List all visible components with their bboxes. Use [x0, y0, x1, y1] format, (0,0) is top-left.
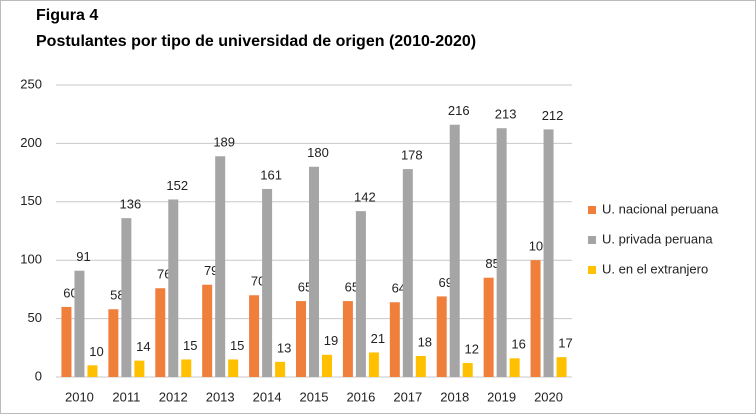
data-label: 152 [166, 178, 188, 193]
bar [368, 352, 379, 377]
data-label: 60 [63, 285, 77, 300]
data-label: 161 [260, 167, 282, 182]
data-label: 69 [438, 275, 452, 290]
legend-label: U. en el extranjero [602, 261, 708, 276]
bar [309, 166, 319, 377]
bar [121, 218, 132, 377]
bar [228, 359, 239, 377]
bar [355, 211, 366, 377]
bar [134, 360, 145, 377]
data-label: 17 [558, 336, 572, 351]
x-tick-label: 2019 [487, 389, 516, 404]
bar [342, 301, 353, 377]
y-tick-label: 50 [28, 310, 42, 325]
x-tick-label: 2010 [65, 389, 94, 404]
y-tick-label: 100 [20, 252, 42, 267]
bar [436, 296, 447, 377]
bar [462, 362, 473, 377]
data-label: 15 [183, 338, 197, 353]
bar [449, 124, 460, 377]
data-label: 189 [213, 135, 235, 150]
data-label: 19 [324, 333, 338, 348]
y-tick-label: 150 [20, 193, 42, 208]
legend-swatch [588, 236, 596, 244]
data-label: 76 [157, 267, 171, 282]
x-tick-label: 2020 [534, 389, 563, 404]
data-label: 18 [418, 334, 432, 349]
bar [202, 284, 213, 377]
x-tick-label: 2018 [440, 389, 469, 404]
bar [556, 357, 567, 377]
data-label: 65 [345, 280, 359, 295]
legend-label: U. nacional peruana [602, 201, 719, 216]
x-tick-label: 2015 [300, 389, 329, 404]
data-label: 64 [392, 281, 406, 296]
chart-subtitle: Postulantes por tipo de universidad de o… [36, 33, 476, 50]
bar [389, 302, 400, 377]
data-label: 91 [76, 249, 90, 264]
data-label: 180 [307, 145, 329, 160]
x-tick-label: 2014 [253, 389, 282, 404]
x-tick-label: 2012 [159, 389, 188, 404]
data-label: 15 [230, 338, 244, 353]
bar [168, 199, 179, 377]
data-label: 12 [464, 341, 478, 356]
y-tick-label: 0 [35, 368, 42, 383]
data-label: 21 [371, 331, 385, 346]
bar [496, 128, 507, 377]
bar [296, 301, 306, 377]
x-tick-label: 2017 [393, 389, 422, 404]
data-label: 70 [251, 274, 265, 289]
data-label: 216 [448, 103, 470, 118]
x-tick-label: 2011 [112, 389, 140, 404]
x-tick-label: 2013 [206, 389, 235, 404]
bar [322, 354, 332, 377]
bar [181, 359, 192, 377]
data-label: 178 [401, 148, 423, 163]
data-label: 136 [120, 197, 142, 212]
bar [61, 306, 72, 377]
y-tick-label: 200 [20, 135, 42, 150]
bar [262, 188, 273, 377]
data-label: 10 [89, 344, 103, 359]
data-label: 16 [511, 337, 525, 352]
legend-swatch [588, 266, 596, 274]
bar [74, 270, 85, 377]
bar [215, 156, 226, 377]
bar [543, 129, 554, 377]
bar [509, 358, 520, 377]
bar [530, 260, 541, 377]
bar [402, 169, 413, 377]
data-label: 65 [298, 280, 312, 295]
data-label: 58 [110, 288, 124, 303]
data-label: 212 [542, 108, 564, 123]
bar [87, 365, 98, 377]
data-label: 14 [136, 339, 150, 354]
legend-label: U. privada peruana [602, 231, 713, 246]
bar [249, 295, 260, 377]
data-label: 85 [485, 256, 499, 271]
data-label: 79 [204, 263, 218, 278]
chart-title: Figura 4 [36, 7, 98, 24]
bar [108, 309, 119, 377]
data-label: 13 [277, 340, 291, 355]
x-tick-label: 2016 [346, 389, 375, 404]
legend-swatch [588, 206, 596, 214]
data-label: 213 [495, 107, 517, 122]
y-tick-label: 250 [20, 76, 42, 91]
bar [415, 355, 426, 377]
bar [155, 288, 166, 377]
bar [275, 361, 286, 377]
data-label: 142 [354, 190, 376, 205]
bar [483, 277, 494, 377]
